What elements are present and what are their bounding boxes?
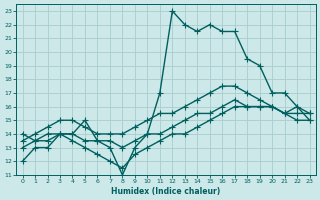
X-axis label: Humidex (Indice chaleur): Humidex (Indice chaleur): [111, 187, 221, 196]
